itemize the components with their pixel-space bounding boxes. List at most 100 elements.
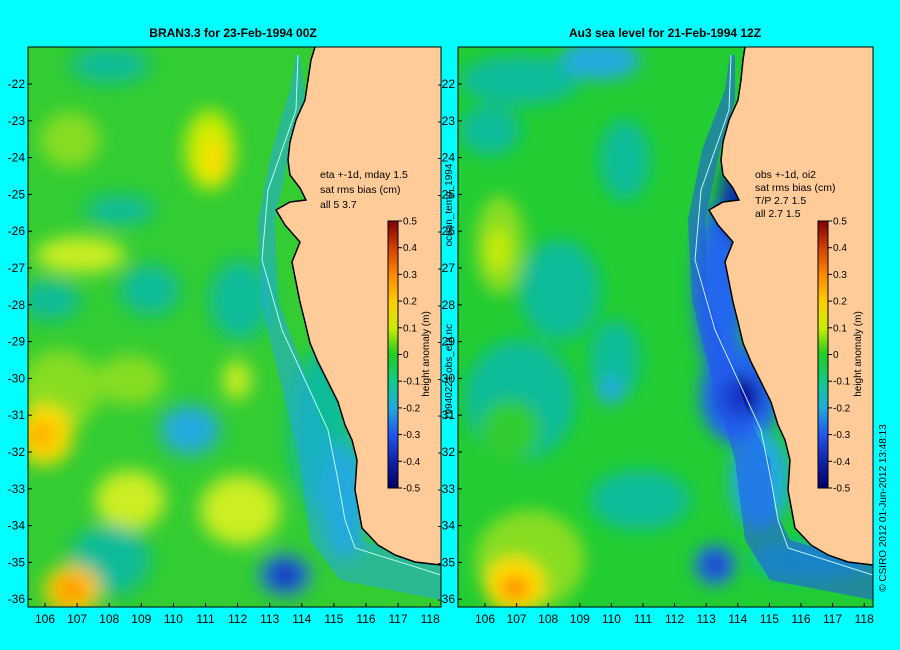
right-lat-tick-label: -35 <box>438 555 456 569</box>
left-annotation-line-1: eta +-1d, mday 1.5 <box>320 169 408 181</box>
right-lat-tick-label: -26 <box>438 224 456 238</box>
left-lat-axis: -22 -23 -24 -25 -26 -27 -28 -29 -30 -31 -32 -33 -34 -… <box>8 77 32 606</box>
left-lat-tick-label: -29 <box>8 335 26 349</box>
left-map: -22 -23 -24 -25 -26 -27 -28 -29 -30 -31 -32 -33 -34 -… <box>8 46 442 626</box>
right-lon-tick-label: 112 <box>665 612 684 626</box>
left-lon-tick-label: 112 <box>228 612 247 626</box>
right-map-title: Au3 sea level for 21-Feb-1994 12Z <box>568 26 762 40</box>
left-colorbar-tick-label: -0.5 <box>403 484 421 495</box>
left-lon-axis: 106 107 108 109 110 111 112 113 114 115 116 117 118 <box>35 603 440 626</box>
right-lon-tick-label: 118 <box>855 612 874 626</box>
left-colorbar-tick-label: -0.1 <box>403 377 421 388</box>
filename-label: 19940221.obs_eta.nc <box>444 324 455 420</box>
left-lat-tick-label: -31 <box>8 408 26 422</box>
right-lon-tick-label: 111 <box>634 612 653 626</box>
right-lat-tick-label: -23 <box>438 114 456 128</box>
left-land <box>276 47 441 565</box>
right-lat-axis: -22 -23 -24 -25 -26 -27 -28 -29 -30 -31 -32 -33 -34 -… <box>438 77 462 606</box>
right-lon-tick-label: 116 <box>791 612 810 626</box>
left-annotation-line-3: all 5 3.7 <box>320 199 357 211</box>
left-map-title: BRAN3.3 for 23-Feb-1994 00Z <box>149 26 317 40</box>
right-map: -22 -23 -24 -25 -26 -27 -28 -29 -30 -31 -32 -33 -34 -… <box>438 46 874 626</box>
left-lat-tick-label: -35 <box>8 555 26 569</box>
left-lon-tick-label: 107 <box>67 612 87 626</box>
left-lat-tick-label: -27 <box>8 261 26 275</box>
left-colorbar-tick-label: -0.3 <box>403 430 421 441</box>
left-lon-tick-label: 109 <box>131 612 151 626</box>
left-lat-tick-label: -33 <box>8 482 26 496</box>
left-colorbar-label: height anomaly (m) <box>421 311 432 397</box>
right-lat-tick-label: -33 <box>438 482 456 496</box>
left-lon-tick-label: 108 <box>99 612 119 626</box>
right-colorbar-tick-label: 0.3 <box>833 270 847 281</box>
right-lat-tick-label: -30 <box>438 371 456 385</box>
left-annotation-line-2: sat rms bias (cm) <box>320 184 401 196</box>
right-lon-tick-label: 115 <box>760 612 779 626</box>
left-colorbar-tick-label: 0.1 <box>403 323 417 334</box>
left-lon-tick-label: 111 <box>196 612 215 626</box>
left-lon-tick-label: 115 <box>324 612 343 626</box>
right-lon-tick-label: 106 <box>475 612 495 626</box>
right-colorbar-tick-label: -0.2 <box>833 403 851 414</box>
right-lon-tick-label: 113 <box>697 612 716 626</box>
right-lon-tick-label: 110 <box>602 612 621 626</box>
left-lon-tick-label: 117 <box>389 612 408 626</box>
right-lat-tick-label: -28 <box>438 298 456 312</box>
left-lat-tick-label: -26 <box>8 224 26 238</box>
left-lon-tick-label: 106 <box>35 612 55 626</box>
left-lat-tick-label: -32 <box>8 445 26 459</box>
left-colorbar-tick-label: -0.4 <box>403 457 421 468</box>
right-lon-tick-label: 108 <box>538 612 558 626</box>
right-lon-tick-label: 107 <box>507 612 527 626</box>
right-colorbar-tick-label: 0.1 <box>833 323 847 334</box>
right-annotation-line-3: T/P 2.7 1.5 <box>755 195 806 207</box>
left-colorbar-tick-label: 0.3 <box>403 270 417 281</box>
right-annotation-line-2: sat rms bias (cm) <box>755 182 836 194</box>
right-lat-tick-label: -32 <box>438 445 456 459</box>
right-annotation-line-4: all 2.7 1.5 <box>755 208 801 220</box>
left-lon-tick-label: 116 <box>356 612 375 626</box>
right-lat-tick-label: -34 <box>438 519 456 533</box>
right-lon-axis: 106 107 108 109 110 111 112 113 114 115 116 117 118 <box>475 603 874 626</box>
dataset-label: ocean_temp_1994 <box>444 163 455 246</box>
right-land <box>709 47 873 565</box>
left-lon-tick-label: 110 <box>164 612 183 626</box>
left-lat-tick-label: -30 <box>8 371 26 385</box>
left-colorbar-tick-label: 0.5 <box>403 217 417 228</box>
right-colorbar-tick-label: -0.5 <box>833 484 851 495</box>
left-lat-tick-label: -28 <box>8 298 26 312</box>
left-anomaly-blobs <box>28 47 370 607</box>
right-colorbar-tick-label: 0.4 <box>833 243 847 254</box>
right-colorbar: 0.5 0.4 0.3 0.2 0.1 0 -0.1 -0.2 -0.3 -0.4 -0.5 <box>817 217 851 495</box>
left-lon-tick-label: 114 <box>292 612 311 626</box>
right-coastline <box>707 47 873 566</box>
left-colorbar-tick-label: 0 <box>403 350 409 361</box>
right-colorbar-label: height anomaly (m) <box>853 311 864 397</box>
right-isobath <box>694 54 873 576</box>
left-map-frame <box>27 46 442 608</box>
left-colorbar-tick-label: 0.4 <box>403 243 417 254</box>
left-lat-tick-label: -34 <box>8 519 26 533</box>
left-lat-tick-label: -24 <box>8 151 26 165</box>
left-coastline <box>274 47 441 566</box>
left-lat-tick-label: -36 <box>8 592 26 606</box>
left-lat-tick-label: -23 <box>8 114 26 128</box>
left-colorbar: 0.5 0.4 0.3 0.2 0.1 0 -0.1 -0.2 -0.3 -0.4 -0.5 <box>387 217 421 495</box>
right-lat-tick-label: -24 <box>438 151 456 165</box>
left-colorbar-tick-label: -0.2 <box>403 403 421 414</box>
copyright-label: © CSIRO 2012 01-Jun-2012 13:48:13 <box>878 424 889 592</box>
right-colorbar-tick-label: -0.3 <box>833 430 851 441</box>
right-lat-tick-label: -25 <box>438 187 456 201</box>
right-map-frame <box>457 46 874 608</box>
left-lon-tick-label: 113 <box>260 612 279 626</box>
right-lat-tick-label: -22 <box>438 77 456 91</box>
right-lat-tick-label: -36 <box>438 592 456 606</box>
right-colorbar-tick-label: -0.4 <box>833 457 851 468</box>
right-colorbar-tick-label: -0.1 <box>833 377 851 388</box>
right-lat-tick-label: -31 <box>438 408 456 422</box>
right-lat-tick-label: -29 <box>438 335 456 349</box>
right-lat-tick-label: -27 <box>438 261 456 275</box>
right-lon-tick-label: 109 <box>570 612 590 626</box>
right-lon-tick-label: 114 <box>728 612 747 626</box>
